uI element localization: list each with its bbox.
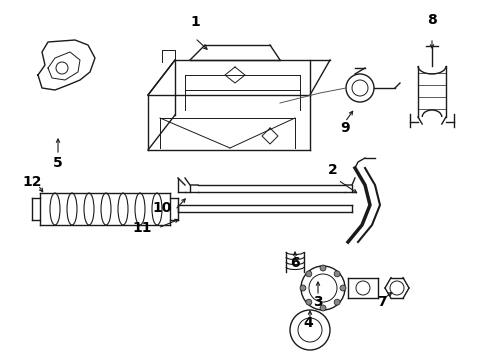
Circle shape (306, 299, 312, 305)
Text: 1: 1 (190, 15, 200, 29)
Circle shape (340, 285, 346, 291)
Text: 8: 8 (427, 13, 437, 27)
Circle shape (334, 299, 340, 305)
Text: 6: 6 (290, 256, 300, 270)
Circle shape (320, 265, 326, 271)
Circle shape (320, 305, 326, 311)
Text: 10: 10 (152, 201, 171, 215)
Text: 3: 3 (313, 295, 323, 309)
Text: 5: 5 (53, 156, 63, 170)
Text: 7: 7 (377, 295, 387, 309)
Circle shape (300, 285, 306, 291)
Circle shape (306, 271, 312, 277)
Text: 2: 2 (328, 163, 338, 177)
Text: 4: 4 (303, 316, 313, 330)
Text: 11: 11 (132, 221, 152, 235)
Circle shape (334, 271, 340, 277)
Text: 12: 12 (22, 175, 42, 189)
Text: 9: 9 (340, 121, 350, 135)
